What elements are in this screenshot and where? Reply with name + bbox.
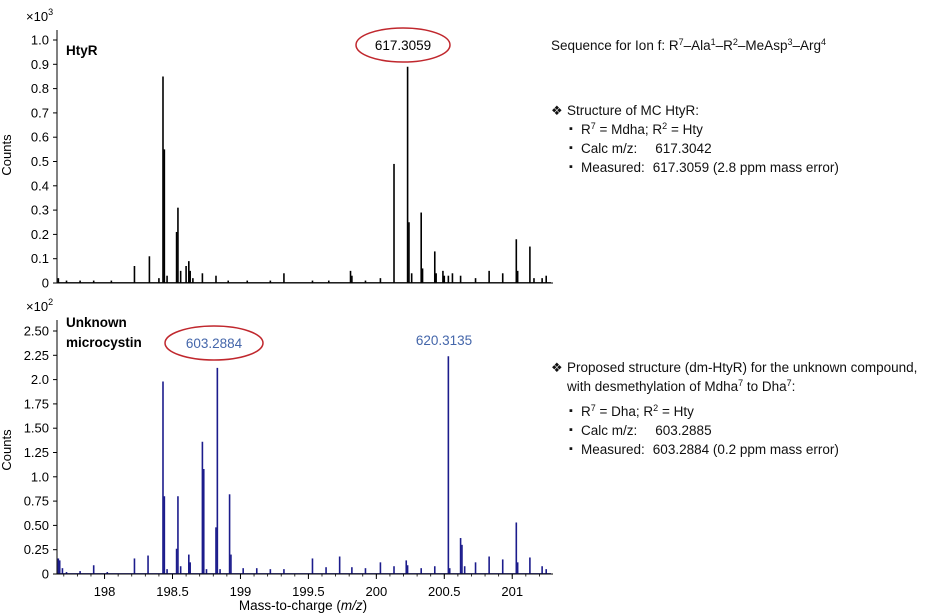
bottom-spectrum-trace	[57, 356, 551, 574]
sequence-note: Sequence for Ion f: R7–Ala1–R2–MeAsp3–Ar…	[551, 36, 826, 55]
bottom-y-tick-label: 1.75	[24, 396, 49, 411]
bottom-y-tick-label: 0.75	[24, 494, 49, 509]
bottom-y-axis-label: Counts	[0, 429, 14, 471]
unknown-structure-header-line2: with desmethylation of Mdha7 to Dha7:	[567, 378, 796, 395]
bottom-y-tick-label: 0.50	[24, 518, 49, 533]
unknown-structure-list: R7 = Dha; R2 = Hty Calc m/z:603.2885 Mea…	[551, 402, 917, 459]
bottom-highlight-label: 603.2884	[186, 336, 243, 351]
top-y-tick-label: 0.7	[31, 105, 49, 120]
top-y-tick-label: 0.5	[31, 154, 49, 169]
top-y-axis-label: Counts	[0, 134, 14, 176]
htyr-structure-note: ❖Structure of MC HtyR: R7 = Mdha; R2 = H…	[551, 101, 839, 177]
list-item: R7 = Dha; R2 = Hty	[551, 402, 917, 421]
unknown-structure-note: ❖ Proposed structure (dm-HtyR) for the un…	[551, 358, 917, 459]
top-exponent-label: ×103	[26, 7, 53, 24]
bottom-y-ticks: 0 0.25 0.50 0.75 1.0 1.25 1.50 1.75 2.0 2.25 2.50	[24, 324, 57, 582]
unknown-structure-header: ❖ Proposed structure (dm-HtyR) for the un…	[551, 360, 918, 375]
bottom-y-tick-label: 0	[42, 567, 49, 582]
bottom-exponent-label: ×102	[26, 297, 53, 314]
bottom-y-tick-label: 2.0	[31, 372, 49, 387]
top-panel-title: HtyR	[66, 43, 98, 58]
bottom-panel-title-line1: Unknown	[66, 315, 127, 330]
top-y-tick-label: 0	[42, 276, 49, 291]
top-spectrum-trace	[57, 66, 551, 283]
list-item: Calc m/z:617.3042	[551, 139, 839, 158]
htyr-structure-header: ❖ Structure of MC HtyR:	[551, 103, 700, 118]
bottom-y-tick-label: 1.50	[24, 421, 49, 436]
top-y-ticks: 0 0.1 0.2 0.3 0.4 0.5 0.6 0.7 0.8 0.9 1.0	[31, 33, 57, 291]
list-item: Measured:603.2884 (0.2 ppm mass error)	[551, 440, 917, 459]
bottom-highlight-ellipse	[164, 325, 264, 361]
bottom-y-tick-label: 1.25	[24, 445, 49, 460]
x-tick-label: 198.5	[156, 584, 189, 599]
top-y-tick-label: 0.3	[31, 203, 49, 218]
bottom-y-tick-label: 2.50	[24, 324, 49, 339]
top-y-tick-label: 0.4	[31, 178, 49, 193]
x-tick-label: 199	[230, 584, 252, 599]
diamond-bullet-icon: ❖	[551, 103, 563, 118]
bottom-x-ticks: 198 198.5 199 199.5 200 200.5 201	[63, 574, 540, 599]
x-axis-title: Mass-to-charge (m/z)	[239, 598, 367, 613]
bottom-y-tick-label: 2.25	[24, 348, 49, 363]
x-tick-label: 199.5	[292, 584, 325, 599]
top-y-tick-label: 0.6	[31, 130, 49, 145]
list-item: Calc m/z:603.2885	[551, 421, 917, 440]
top-y-tick-label: 1.0	[31, 33, 49, 48]
top-highlight-ellipse	[355, 27, 451, 63]
htyr-structure-list: R7 = Mdha; R2 = Hty Calc m/z:617.3042 Me…	[551, 120, 839, 177]
x-tick-label: 200	[365, 584, 387, 599]
list-item: Measured:617.3059 (2.8 ppm mass error)	[551, 158, 839, 177]
x-tick-label: 200.5	[428, 584, 461, 599]
top-y-tick-label: 0.8	[31, 81, 49, 96]
top-y-tick-label: 0.9	[31, 57, 49, 72]
bottom-panel-title-line2: microcystin	[66, 335, 142, 350]
top-y-tick-label: 0.2	[31, 227, 49, 242]
sequence-text: Sequence for Ion f: R7–Ala1–R2–MeAsp3–Ar…	[551, 37, 827, 54]
top-y-tick-label: 0.1	[31, 251, 49, 266]
diamond-bullet-icon: ❖	[551, 360, 563, 375]
unknown-spectrum-panel: ×102 Unknown microcystin Counts 0 0.25 0.5…	[0, 297, 553, 613]
x-tick-label: 198	[94, 584, 116, 599]
bottom-y-tick-label: 0.25	[24, 542, 49, 557]
top-highlight-label: 617.3059	[375, 38, 431, 53]
list-item: R7 = Mdha; R2 = Hty	[551, 120, 839, 139]
bottom-y-tick-label: 1.0	[31, 469, 49, 484]
mass-spectrum-figure: ×103 HtyR Counts 00.10.20.30.40.50.60.70…	[0, 7, 553, 613]
htyr-spectrum-panel: ×103 HtyR Counts 00.10.20.30.40.50.60.70…	[0, 7, 553, 291]
x-tick-label: 201	[501, 584, 523, 599]
bottom-peak-annotation: 620.3135	[416, 333, 472, 348]
